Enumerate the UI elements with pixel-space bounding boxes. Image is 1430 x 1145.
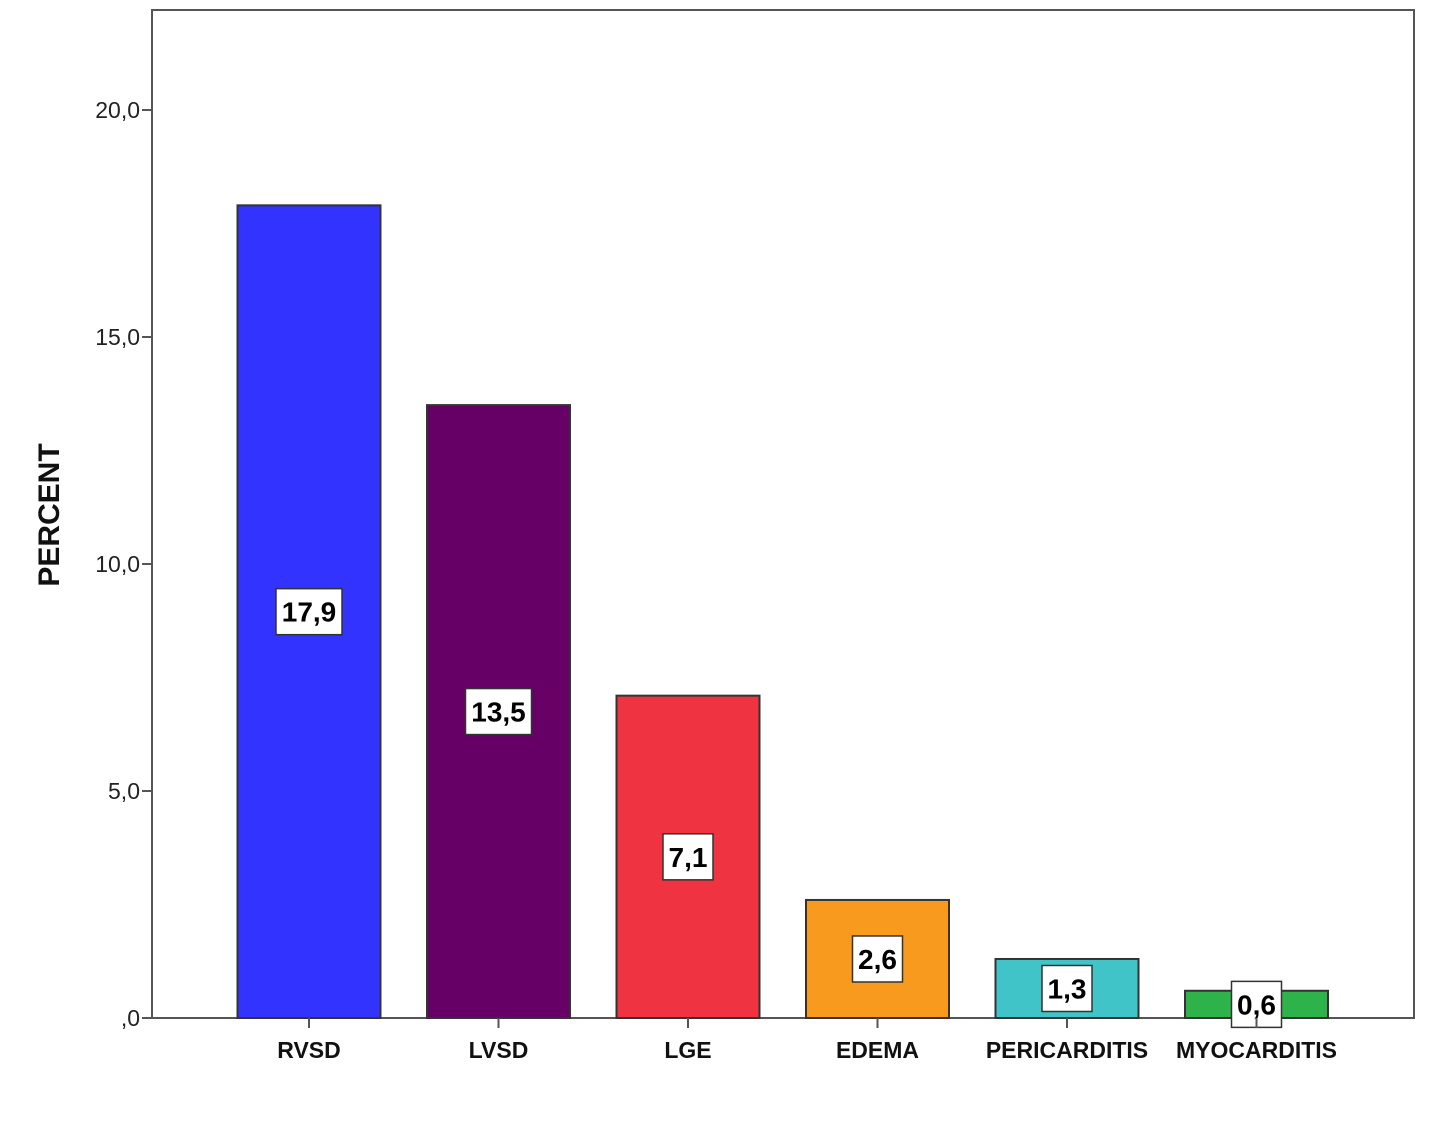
x-axis: RVSD LVSD LGE EDEMA PERICARDITIS MYOCARDITIS	[277, 1018, 1337, 1063]
y-axis: ,0 5,0 10,0 15,0 20,0	[95, 97, 152, 1031]
y-tick-label: 10,0	[95, 551, 140, 577]
bars: 17,9 13,5 7,1 2,6 1,3 0,6	[236, 204, 1329, 1029]
data-label-box	[1041, 964, 1093, 1013]
data-label: 17,9	[282, 597, 337, 628]
bar-lge	[615, 694, 761, 1019]
data-label-box	[662, 833, 714, 881]
x-tick-label: RVSD	[277, 1037, 341, 1063]
x-tick-label: MYOCARDITIS	[1176, 1037, 1337, 1063]
x-tick-label: EDEMA	[836, 1037, 919, 1063]
data-label: 13,5	[471, 697, 526, 728]
data-label: 2,6	[858, 944, 897, 975]
data-label-box	[464, 687, 533, 736]
y-tick-label: 15,0	[95, 324, 140, 350]
data-label-box	[851, 935, 904, 983]
y-tick-label: 5,0	[108, 778, 140, 804]
data-label: 1,3	[1048, 973, 1087, 1004]
x-tick-label: PERICARDITIS	[986, 1037, 1148, 1063]
data-label-box	[275, 587, 343, 636]
y-axis-title: PERCENT	[33, 443, 66, 586]
data-label: 7,1	[669, 842, 708, 873]
data-label: 0,6	[1237, 989, 1276, 1020]
y-tick-label: ,0	[121, 1005, 140, 1031]
x-tick-label: LVSD	[469, 1037, 529, 1063]
x-tick-label: LGE	[664, 1037, 711, 1063]
y-tick-label: 20,0	[95, 97, 140, 123]
